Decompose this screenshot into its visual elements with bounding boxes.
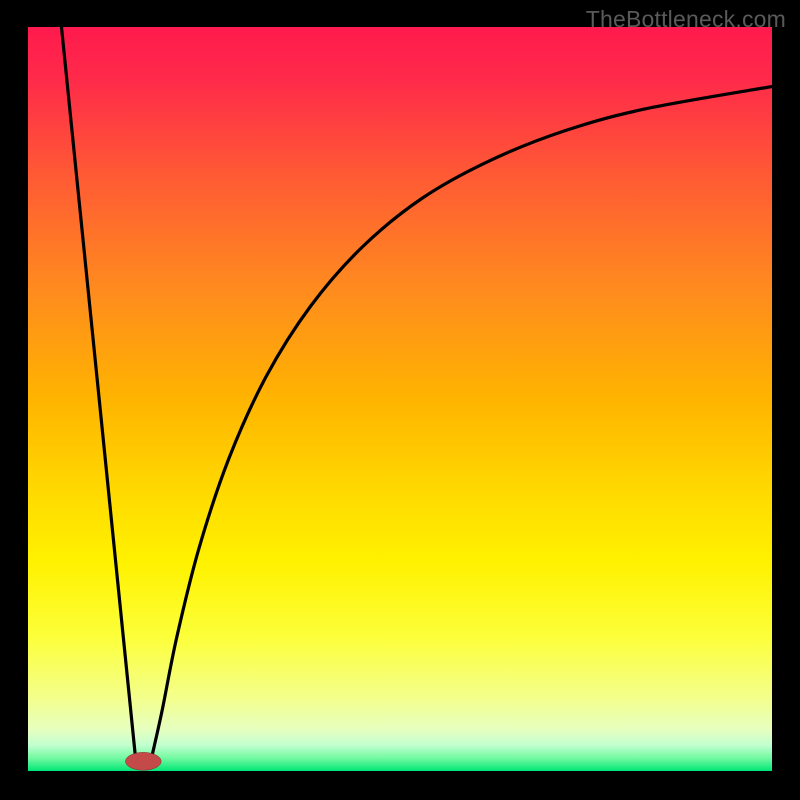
optimal-point-marker bbox=[125, 752, 161, 770]
bottleneck-chart bbox=[0, 0, 800, 800]
plot-background bbox=[28, 27, 772, 771]
chart-container: TheBottleneck.com bbox=[0, 0, 800, 800]
watermark-text: TheBottleneck.com bbox=[586, 6, 786, 33]
